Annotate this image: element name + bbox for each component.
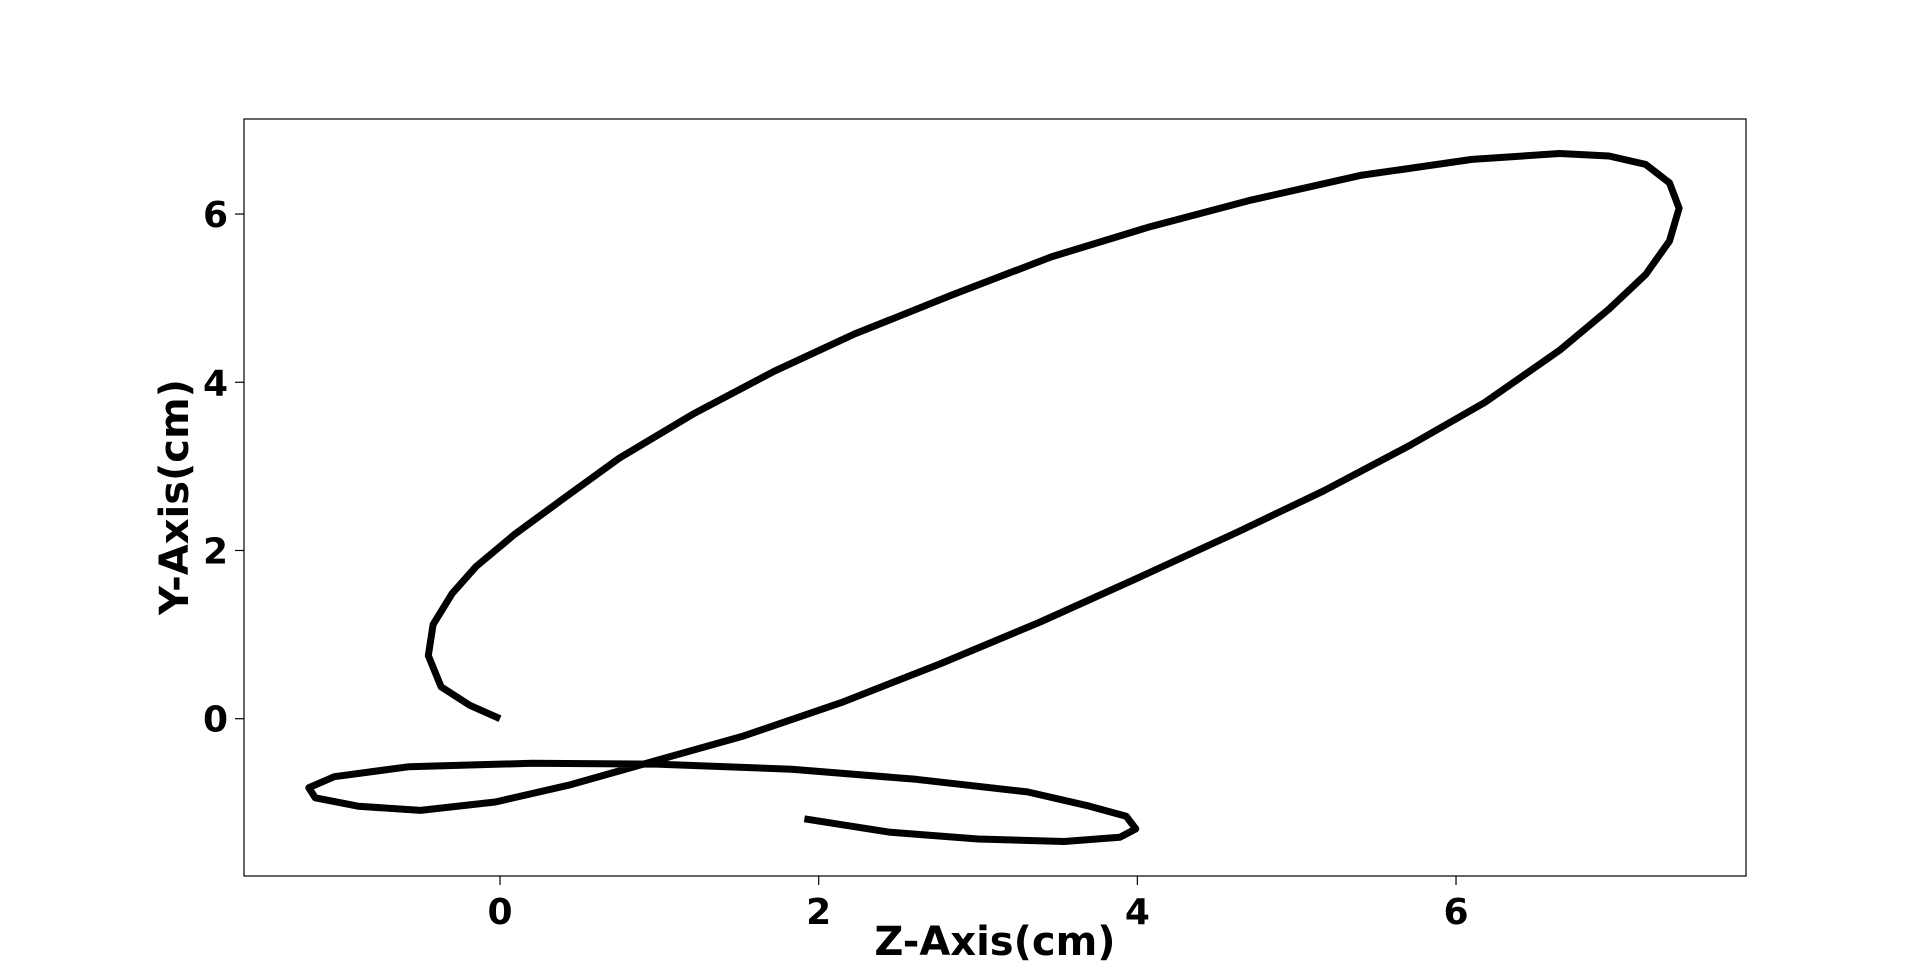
y-axis-label: Y-Axis(cm) [152, 379, 198, 616]
x-axis-label: Z-Axis(cm) [874, 919, 1115, 965]
data-line [305, 150, 1683, 845]
x-tick-label: 2 [806, 892, 831, 933]
y-tick-label: 6 [203, 195, 228, 236]
x-tick-label: 0 [488, 892, 513, 933]
y-tick-label: 4 [203, 363, 228, 404]
y-tick-label: 2 [203, 531, 228, 572]
x-tick-label: 4 [1125, 892, 1150, 933]
plot-frame [243, 118, 1747, 877]
y-tick-label: 0 [203, 700, 228, 741]
x-tick-label: 6 [1443, 892, 1468, 933]
